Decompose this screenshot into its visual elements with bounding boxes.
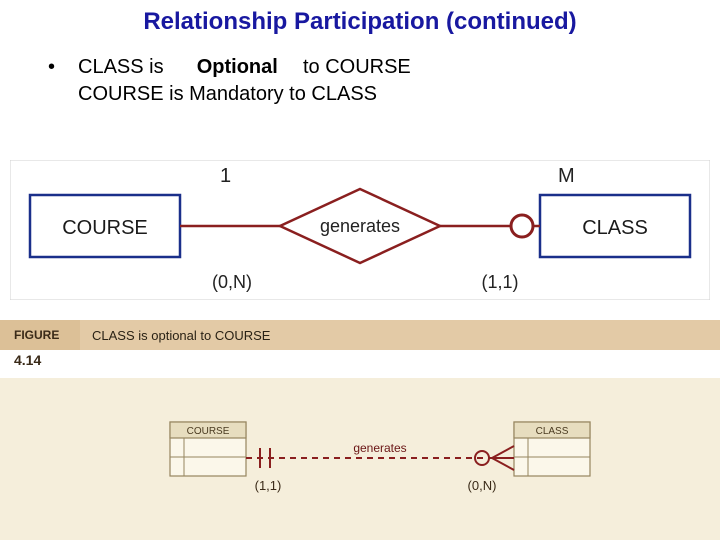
bullet2: COURSE is Mandatory to CLASS	[78, 81, 377, 108]
entity-course-mini-label: COURSE	[187, 426, 230, 437]
entity-course-mini: COURSE	[170, 422, 246, 476]
bullet-indent	[48, 81, 78, 108]
relationship-label: generates	[320, 216, 400, 236]
card-bottom-left: (0,N)	[212, 272, 252, 292]
figure-number: 4.14	[14, 352, 41, 368]
card2-right: (0,N)	[468, 478, 497, 493]
figure-label-word: FIGURE	[0, 320, 80, 350]
card-top-left: 1	[220, 165, 231, 187]
optional-circle-icon	[511, 215, 533, 237]
bullet1-a: CLASS is	[78, 56, 164, 78]
bullet1-b: Optional	[197, 56, 278, 78]
figure-label-band: FIGURE CLASS is optional to COURSE	[0, 320, 720, 350]
bullet1-c: to COURSE	[303, 56, 411, 78]
figure-caption: CLASS is optional to COURSE	[80, 328, 270, 343]
page-title: Relationship Participation (continued)	[0, 0, 720, 36]
entity-class-mini-label: CLASS	[536, 426, 569, 437]
card-bottom-right: (1,1)	[481, 272, 518, 292]
card2-left: (1,1)	[255, 478, 282, 493]
bullet-block: • CLASS is Optional to COURSE COURSE is …	[0, 36, 720, 108]
entity-course-label: COURSE	[62, 217, 148, 239]
bullet-line-2: COURSE is Mandatory to CLASS	[48, 81, 720, 108]
entity-class-mini: CLASS	[514, 422, 590, 476]
er-diagram-crowsfoot: COURSE CLASS generates (1,1) (0,N)	[160, 418, 600, 523]
er-diagram-chen: COURSE CLASS generates 1 M (0,N) (1,1)	[10, 160, 710, 305]
card-top-right: M	[558, 165, 575, 187]
entity-class-label: CLASS	[582, 217, 648, 239]
relationship-mini-label: generates	[353, 441, 406, 455]
bullet-line-1: • CLASS is Optional to COURSE	[48, 54, 720, 81]
bullet-dot: •	[48, 54, 78, 81]
